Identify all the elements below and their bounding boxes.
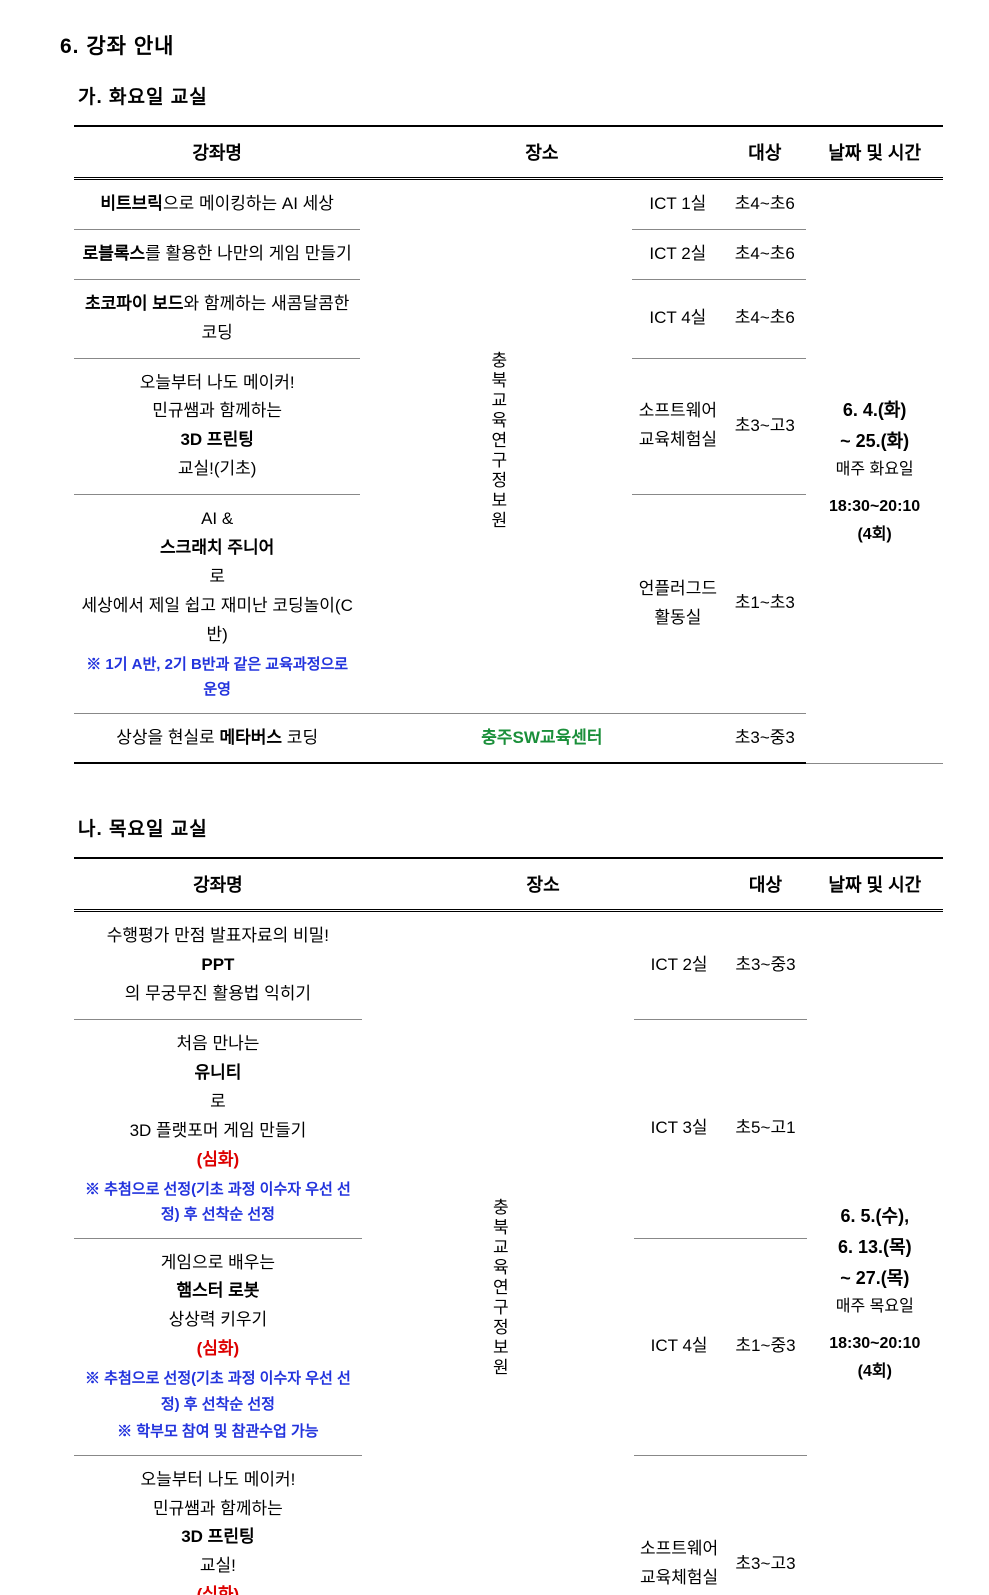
schedule-count: (4회) bbox=[813, 1358, 937, 1385]
course-line: 게임으로 배우는 햄스터 로봇 bbox=[80, 1249, 356, 1307]
course-name-cell: 오늘부터 나도 메이커! 민규쌤과 함께하는 3D 프린팅 교실!(심화) ※ … bbox=[74, 1455, 362, 1595]
target-cell: 초1~초3 bbox=[723, 495, 806, 713]
course-note: ※ 학부모 참여 및 참관수업 가능 bbox=[80, 1419, 356, 1445]
course-name-cell: 로블록스를 활용한 나만의 게임 만들기 bbox=[74, 229, 360, 279]
target-cell: 초4~초6 bbox=[723, 179, 806, 230]
room-cell: ICT 2실 bbox=[634, 911, 725, 1020]
schedule-cell: 6. 5.(수), 6. 13.(목) ~ 27.(목) 매주 목요일 18:3… bbox=[807, 911, 943, 1595]
course-name-bold: 비트브릭 bbox=[100, 194, 163, 213]
target-cell: 초4~초6 bbox=[723, 229, 806, 279]
table-row: 수행평가 만점 발표자료의 비밀! PPT의 무궁무진 활용법 익히기 충북교육… bbox=[74, 911, 943, 1020]
room-line: 활동실 bbox=[638, 604, 717, 633]
target-cell: 초4~초6 bbox=[723, 279, 806, 358]
course-note: ※ 추첨으로 선정(기초 과정 이수자 우선 선정) 후 선착순 선정 bbox=[80, 1366, 356, 1417]
room-cell: ICT 3실 bbox=[634, 1020, 725, 1238]
col-header-name: 강좌명 bbox=[74, 126, 360, 179]
target-cell: 초3~고3 bbox=[723, 358, 806, 495]
schedule-cell: 6. 4.(화) ~ 25.(화) 매주 화요일 18:30~20:10 (4회… bbox=[806, 179, 943, 764]
course-name-cell: 오늘부터 나도 메이커! 민규쌤과 함께하는 3D 프린팅 교실!(기초) bbox=[74, 358, 360, 495]
target-cell: 초3~중3 bbox=[723, 713, 806, 763]
course-name-text: 와 함께하는 새콤달콤한 코딩 bbox=[184, 294, 350, 342]
course-name-cell: 상상을 현실로 메타버스 코딩 bbox=[74, 713, 360, 763]
course-line: 수행평가 만점 발표자료의 비밀! bbox=[80, 922, 356, 951]
schedule-line: 6. 4.(화) bbox=[812, 395, 937, 426]
course-note: ※ 추첨으로 선정(기초 과정 이수자 우선 선정) 후 선착순 선정 bbox=[80, 1177, 356, 1228]
course-name-cell: 처음 만나는 유니티로 3D 플랫포머 게임 만들기(심화) ※ 추첨으로 선정… bbox=[74, 1020, 362, 1238]
location-main-cell: 충북교육연구정보원 bbox=[362, 911, 634, 1595]
course-name-cell: 비트브릭으로 메이킹하는 AI 세상 bbox=[74, 179, 360, 230]
table-row: 비트브릭으로 메이킹하는 AI 세상 충북교육연구정보원 ICT 1실 초4~초… bbox=[74, 179, 943, 230]
course-line: 오늘부터 나도 메이커! bbox=[80, 369, 354, 398]
schedule-line: ~ 25.(화) bbox=[812, 426, 937, 457]
location-main-cell: 충북교육연구정보원 bbox=[360, 179, 632, 714]
course-name-text: 으로 메이킹하는 AI 세상 bbox=[163, 194, 334, 213]
room-cell: ICT 2실 bbox=[632, 229, 723, 279]
schedule-line: 6. 13.(목) bbox=[813, 1232, 937, 1263]
course-line: 민규쌤과 함께하는 3D 프린팅 교실!(심화) bbox=[80, 1495, 356, 1595]
course-line: PPT의 무궁무진 활용법 익히기 bbox=[80, 951, 356, 1009]
course-name-cell: 게임으로 배우는 햄스터 로봇 상상력 키우기(심화) ※ 추첨으로 선정(기초… bbox=[74, 1238, 362, 1455]
col-header-target: 대상 bbox=[723, 126, 806, 179]
tuesday-table: 강좌명 장소 대상 날짜 및 시간 비트브릭으로 메이킹하는 AI 세상 충북교… bbox=[74, 125, 943, 764]
room-cell-green: 충주SW교육센터 bbox=[360, 713, 723, 763]
target-cell: 초3~고3 bbox=[724, 1455, 806, 1595]
course-name-bold: 초코파이 보드 bbox=[85, 294, 184, 313]
table-header-row: 강좌명 장소 대상 날짜 및 시간 bbox=[74, 126, 943, 179]
room-line: 교육체험실 bbox=[640, 1564, 719, 1593]
green-location: 충주SW교육센터 bbox=[481, 728, 602, 747]
schedule-line: 매주 화요일 bbox=[812, 456, 937, 483]
room-cell: 소프트웨어 교육체험실 bbox=[634, 1455, 725, 1595]
col-header-name: 강좌명 bbox=[74, 858, 362, 911]
table-header-row: 강좌명 장소 대상 날짜 및 시간 bbox=[74, 858, 943, 911]
target-cell: 초3~중3 bbox=[724, 911, 806, 1020]
schedule-line: 매주 목요일 bbox=[813, 1293, 937, 1320]
course-line: 세상에서 제일 쉽고 재미난 코딩놀이(C반) bbox=[80, 592, 354, 650]
schedule-line: 6. 5.(수), bbox=[813, 1201, 937, 1232]
location-main-text: 충북교육연구정보원 bbox=[483, 1198, 512, 1378]
location-main-text: 충북교육연구정보원 bbox=[482, 351, 511, 531]
schedule-line: ~ 27.(목) bbox=[813, 1263, 937, 1294]
course-name-cell: 초코파이 보드와 함께하는 새콤달콤한 코딩 bbox=[74, 279, 360, 358]
course-line: 오늘부터 나도 메이커! bbox=[80, 1466, 356, 1495]
course-name-text: 를 활용한 나만의 게임 만들기 bbox=[145, 244, 352, 263]
subsection-heading-b: 나. 목요일 교실 bbox=[78, 814, 929, 841]
course-note: ※ 1기 A반, 2기 B반과 같은 교육과정으로 운영 bbox=[80, 652, 354, 703]
target-cell: 초1~중3 bbox=[724, 1238, 806, 1455]
col-header-target: 대상 bbox=[724, 858, 806, 911]
subsection-tuesday: 가. 화요일 교실 강좌명 장소 대상 날짜 및 시간 비트브릭으로 메이킹하는… bbox=[60, 82, 929, 764]
room-line: 소프트웨어 bbox=[640, 1535, 719, 1564]
course-name-bold: 로블록스 bbox=[83, 244, 146, 263]
section-heading: 6. 강좌 안내 bbox=[60, 30, 929, 60]
course-name-cell: AI & 스크래치 주니어로 세상에서 제일 쉽고 재미난 코딩놀이(C반) ※… bbox=[74, 495, 360, 713]
col-header-schedule: 날짜 및 시간 bbox=[806, 126, 943, 179]
schedule-count: (4회) bbox=[812, 521, 937, 548]
course-line: 상상력 키우기(심화) bbox=[80, 1306, 356, 1364]
col-header-location: 장소 bbox=[360, 126, 723, 179]
col-header-location: 장소 bbox=[362, 858, 725, 911]
room-line: 소프트웨어 bbox=[638, 397, 717, 426]
subsection-heading-a: 가. 화요일 교실 bbox=[78, 82, 929, 109]
room-line: 교육체험실 bbox=[638, 426, 717, 455]
course-line: 민규쌤과 함께하는 3D 프린팅 교실!(기초) bbox=[80, 397, 354, 484]
schedule-time: 18:30~20:10 bbox=[813, 1330, 937, 1357]
schedule-time: 18:30~20:10 bbox=[812, 493, 937, 520]
course-line: AI & 스크래치 주니어로 bbox=[80, 505, 354, 592]
course-name-cell: 수행평가 만점 발표자료의 비밀! PPT의 무궁무진 활용법 익히기 bbox=[74, 911, 362, 1020]
course-line: 처음 만나는 유니티로 bbox=[80, 1030, 356, 1117]
room-cell: ICT 4실 bbox=[632, 279, 723, 358]
col-header-schedule: 날짜 및 시간 bbox=[807, 858, 943, 911]
room-cell: 소프트웨어 교육체험실 bbox=[632, 358, 723, 495]
room-line: 언플러그드 bbox=[638, 575, 717, 604]
target-cell: 초5~고1 bbox=[724, 1020, 806, 1238]
thursday-table: 강좌명 장소 대상 날짜 및 시간 수행평가 만점 발표자료의 비밀! PPT의… bbox=[74, 857, 943, 1595]
room-cell: 언플러그드 활동실 bbox=[632, 495, 723, 713]
room-cell: ICT 1실 bbox=[632, 179, 723, 230]
subsection-thursday: 나. 목요일 교실 강좌명 장소 대상 날짜 및 시간 수행평가 만점 발표자료… bbox=[60, 814, 929, 1595]
course-line: 3D 플랫포머 게임 만들기(심화) bbox=[80, 1117, 356, 1175]
room-cell: ICT 4실 bbox=[634, 1238, 725, 1455]
